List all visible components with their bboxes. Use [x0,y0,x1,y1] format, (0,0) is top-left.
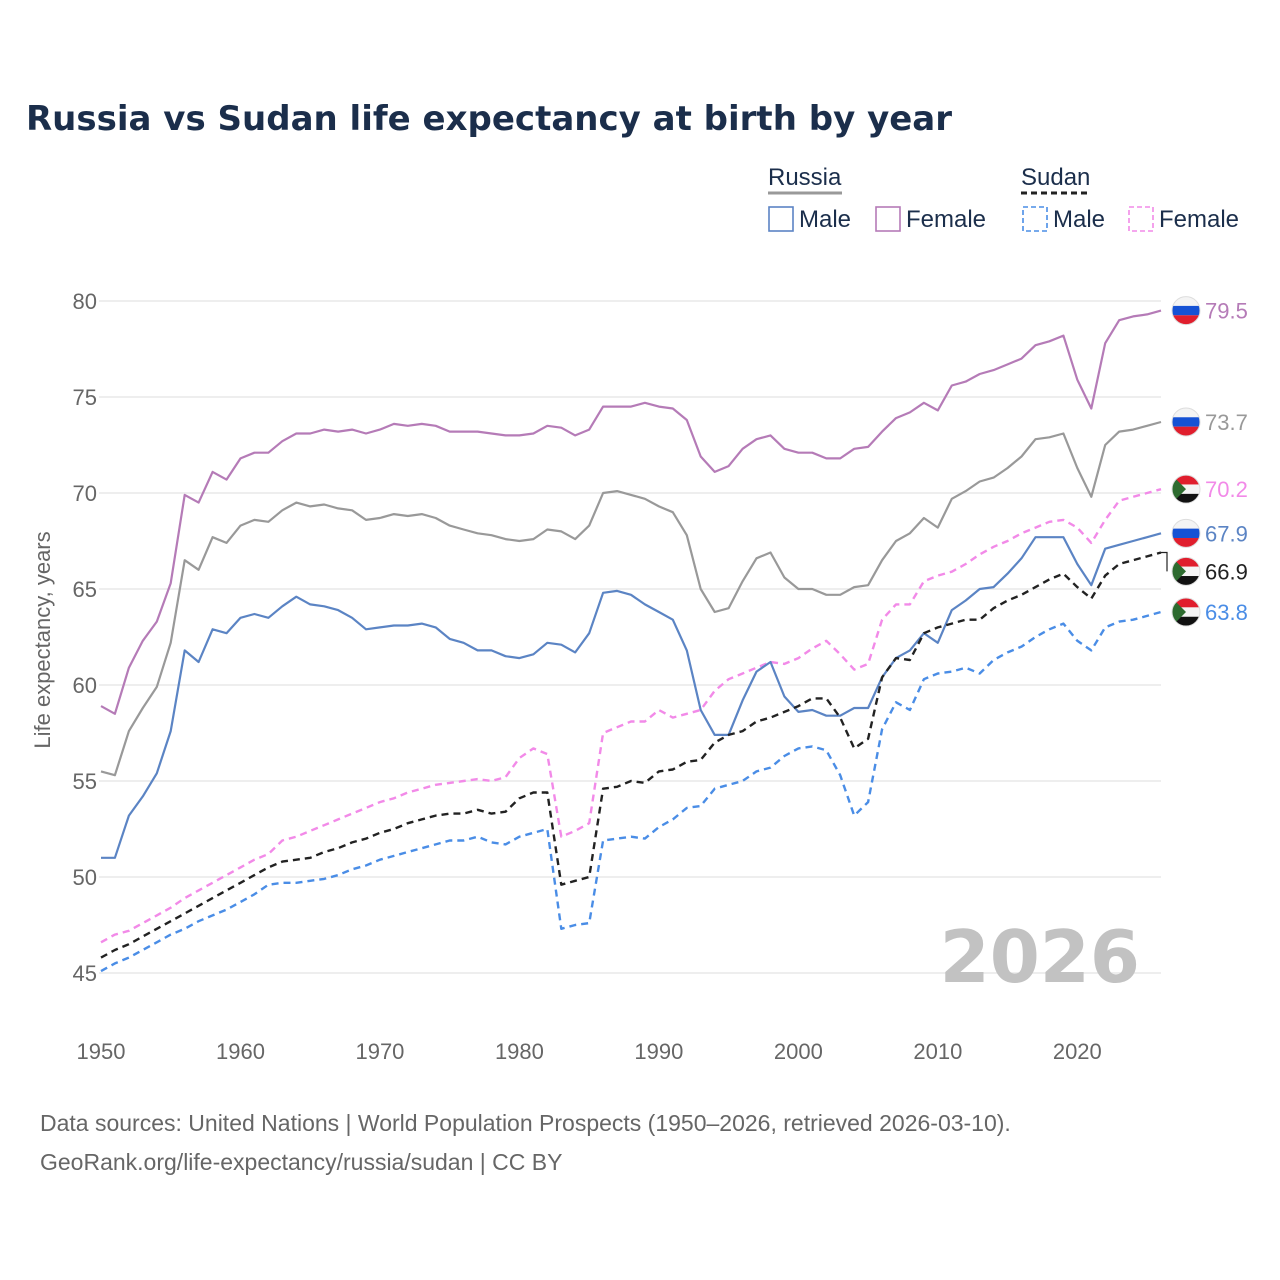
y-tick-label-70: 70 [73,481,97,506]
sudan-flag-icon [1171,556,1201,586]
y-tick-label-50: 50 [73,865,97,890]
x-tick-label-1960: 1960 [216,1039,265,1064]
end-markers: 79.5 73.7 70.2 67.9 66.9 63.8 [1161,296,1248,627]
sudan-flag-icon [1171,474,1201,504]
legend-sudan-female-label[interactable]: Female [1159,206,1239,233]
x-tick-label-1980: 1980 [495,1039,544,1064]
end-label-sudan-female: 70.2 [1205,477,1248,502]
end-label-russia-female: 79.5 [1205,299,1248,324]
y-tick-label-75: 75 [73,385,97,410]
russia-flag-icon [1171,407,1201,437]
y-tick-label-60: 60 [73,673,97,698]
x-tick-label-2020: 2020 [1053,1039,1102,1064]
chart-title: Russia vs Sudan life expectancy at birth… [26,99,952,139]
legend: Russia Male Female Sudan Male Female [768,164,1239,233]
russia-flag-icon [1171,296,1201,326]
x-axis-ticks: 1950 1960 1970 1980 1990 2000 2010 2020 [77,1039,1102,1064]
x-tick-label-1950: 1950 [77,1039,126,1064]
source-line-2[interactable]: GeoRank.org/life-expectancy/russia/sudan… [40,1149,562,1175]
legend-group-russia[interactable]: Russia Male Female [768,164,986,233]
y-tick-label-65: 65 [73,577,97,602]
series-line-sudan-male[interactable] [100,610,1162,973]
y-tick-label-55: 55 [73,769,97,794]
grid-lines [99,300,1161,974]
legend-group-sudan[interactable]: Sudan Male Female [1021,164,1239,233]
series-line-sudan-total[interactable] [100,551,1162,959]
end-label-sudan-male: 63.8 [1205,600,1248,625]
y-axis-label: Life expectancy, years [30,531,55,748]
legend-sudan-female-swatch [1128,206,1154,232]
legend-sudan-male-label[interactable]: Male [1053,206,1105,233]
legend-group-sudan-label: Sudan [1021,164,1090,191]
y-tick-label-80: 80 [73,289,97,314]
x-tick-label-2010: 2010 [913,1039,962,1064]
current-year-watermark: 2026 [940,915,1140,999]
legend-russia-female-label[interactable]: Female [906,206,986,233]
series-lines [100,309,1162,973]
y-tick-label-45: 45 [73,961,97,986]
y-axis-ticks: 45 50 55 60 65 70 75 80 [73,289,97,986]
series-line-russia-total[interactable] [100,420,1162,777]
x-tick-label-1990: 1990 [634,1039,683,1064]
end-label-russia-total: 73.7 [1205,410,1248,435]
legend-russia-male-label[interactable]: Male [799,206,851,233]
legend-russia-male-swatch [768,206,794,232]
end-label-russia-male: 67.9 [1205,521,1248,546]
x-tick-label-1970: 1970 [355,1039,404,1064]
connector-sudan-total [1161,551,1168,572]
russia-flag-icon [1171,518,1201,548]
legend-russia-female-swatch [875,206,901,232]
series-line-sudan-female[interactable] [100,488,1162,944]
legend-group-russia-label: Russia [768,164,842,191]
end-label-sudan-total: 66.9 [1205,559,1248,584]
x-tick-label-2000: 2000 [774,1039,823,1064]
source-line-1: Data sources: United Nations | World Pop… [40,1110,1011,1136]
sudan-flag-icon [1171,597,1201,627]
legend-sudan-male-swatch [1022,206,1048,232]
series-line-russia-female[interactable] [100,309,1162,715]
series-line-russia-male[interactable] [101,532,1162,859]
